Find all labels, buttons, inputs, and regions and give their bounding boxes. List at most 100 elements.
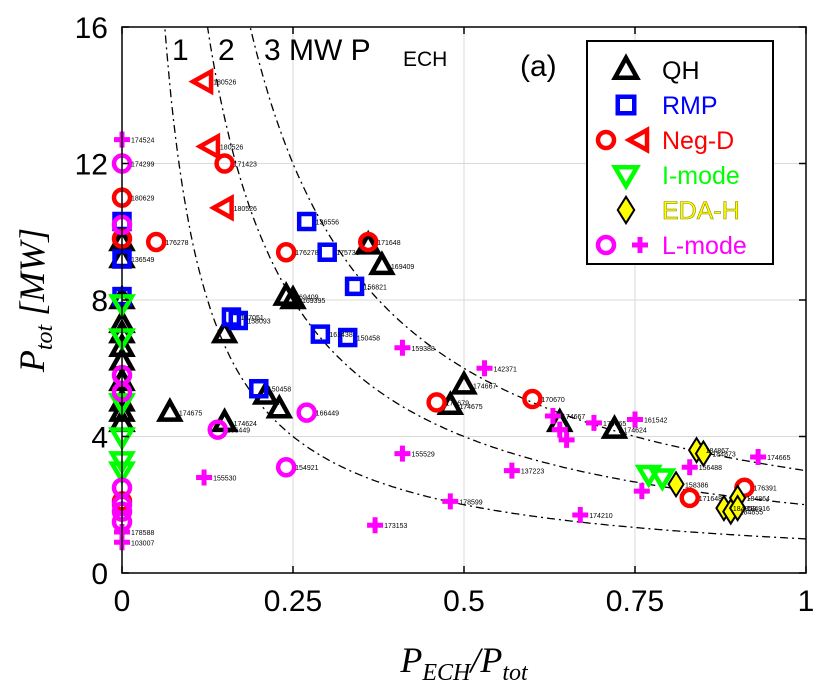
point-neg-d xyxy=(679,487,700,509)
legend-marker-rmp xyxy=(615,94,637,116)
shot-label: 136549 xyxy=(131,257,154,264)
x-tick-label: 1 xyxy=(798,585,815,618)
point-l-mode-cross xyxy=(627,411,643,428)
curve-label-1: 1 xyxy=(172,34,189,67)
point-qh xyxy=(156,396,184,422)
shot-label: 137223 xyxy=(521,469,544,476)
shot-label: 174665 xyxy=(603,421,626,428)
shot-label: 158386 xyxy=(685,482,708,489)
point-l-mode-cross xyxy=(551,421,568,438)
shot-label: 136556 xyxy=(316,220,339,227)
shot-label: 171423 xyxy=(234,162,257,169)
shot-label: 184855 xyxy=(740,510,763,517)
shot-label: 159388 xyxy=(411,346,434,353)
point-neg-d xyxy=(522,388,543,410)
shot-label: 174679 xyxy=(446,400,469,407)
point-l-mode-cross xyxy=(633,483,650,500)
shot-label: 161438 xyxy=(329,332,352,339)
shot-label: 174667 xyxy=(473,383,496,390)
y-tick-label: 16 xyxy=(75,12,108,45)
point-neg-d-wedge xyxy=(188,67,214,96)
shot-label: 154921 xyxy=(295,465,318,472)
shot-label: 174665 xyxy=(767,455,790,462)
y-tick-label: 8 xyxy=(91,285,108,318)
contour-2mw xyxy=(206,27,806,506)
shot-label: 170670 xyxy=(541,397,564,404)
shot-label: 158093 xyxy=(247,318,270,325)
shot-label: 166449 xyxy=(227,428,250,435)
point-neg-d-wedge xyxy=(195,132,221,161)
shot-label: 180526 xyxy=(213,80,236,87)
shot-label: 174299 xyxy=(131,162,154,169)
legend-box xyxy=(586,40,774,265)
point-qh xyxy=(279,284,307,310)
legend-label-eda-h: EDA-H xyxy=(662,197,740,225)
point-l-mode-cross xyxy=(544,408,561,425)
legend-label-i-mode: I-mode xyxy=(662,162,740,190)
shot-label: 176391 xyxy=(753,486,776,493)
shot-label: 184864 xyxy=(747,496,770,503)
point-rmp xyxy=(249,378,269,399)
shot-label: 174675 xyxy=(179,411,202,418)
shot-label: 174667 xyxy=(562,414,585,421)
shot-label: 155530 xyxy=(213,475,236,482)
legend-marker-qh xyxy=(611,53,641,80)
point-l-mode-cross xyxy=(585,414,602,431)
point-qh xyxy=(450,369,478,395)
shot-label: 150458 xyxy=(357,336,380,343)
shot-label: 184853 xyxy=(733,506,756,513)
shot-label: 178588 xyxy=(131,530,154,537)
shot-label: 171648 xyxy=(699,496,722,503)
point-l-mode-cross xyxy=(394,445,411,462)
point-l-mode-cross xyxy=(558,431,575,448)
point-neg-d xyxy=(214,153,235,174)
x-tick-label: 0.25 xyxy=(264,585,322,618)
shot-label: 180629 xyxy=(131,196,154,203)
shot-labels: 1746751746241694091693951694091746751746… xyxy=(131,80,791,548)
point-rmp xyxy=(310,324,331,344)
legend-marker-l-mode xyxy=(595,234,617,256)
point-l-mode-cross xyxy=(394,339,411,356)
curve-label-subscript: ECH xyxy=(403,48,447,71)
svg-text:PECH/Ptot: PECH/Ptot xyxy=(399,640,529,684)
point-rmp xyxy=(296,211,317,232)
legend-label-rmp: RMP xyxy=(662,92,718,120)
point-l-mode-cross xyxy=(681,459,698,476)
point-qh xyxy=(251,379,280,405)
point-l-mode-cross xyxy=(572,506,589,523)
y-tick-label: 4 xyxy=(91,422,108,455)
y-axis-title: Ptot [MW] xyxy=(12,228,58,373)
shot-label: 150458 xyxy=(268,387,291,394)
shot-label: 169409 xyxy=(391,264,414,271)
legend-marker-i-mode xyxy=(611,165,641,191)
point-i-mode xyxy=(648,468,677,492)
shot-label: 184867 xyxy=(706,448,729,455)
shot-label: 155529 xyxy=(411,452,434,459)
shot-label: 161542 xyxy=(644,417,667,424)
point-l-mode-cross xyxy=(750,448,767,465)
point-l-mode xyxy=(296,402,317,423)
shot-label: 142371 xyxy=(494,366,517,373)
shot-label: 173153 xyxy=(384,523,407,530)
point-l-mode-cross xyxy=(442,493,459,510)
point-rmp xyxy=(344,276,365,297)
x-axis-title: PECH/Ptot xyxy=(399,640,529,684)
point-eda-h xyxy=(728,494,747,523)
legend-label-l-mode: L-mode xyxy=(662,232,747,260)
x-tick-label: 0 xyxy=(114,585,131,618)
shot-label: 174524 xyxy=(131,138,154,145)
point-rmp xyxy=(228,310,249,331)
shot-label: 174624 xyxy=(234,421,257,428)
point-eda-h xyxy=(667,470,685,499)
point-qh xyxy=(265,393,294,419)
legend-label-qh: QH xyxy=(662,57,700,85)
point-l-mode-cross xyxy=(476,360,493,377)
shot-label: 184916 xyxy=(747,506,770,513)
point-qh xyxy=(354,229,383,255)
contour-1mw xyxy=(164,27,806,540)
curve-label-2: 2 xyxy=(218,34,235,67)
legend-label-neg-d: Neg-D xyxy=(662,127,734,155)
point-l-mode xyxy=(207,419,229,440)
